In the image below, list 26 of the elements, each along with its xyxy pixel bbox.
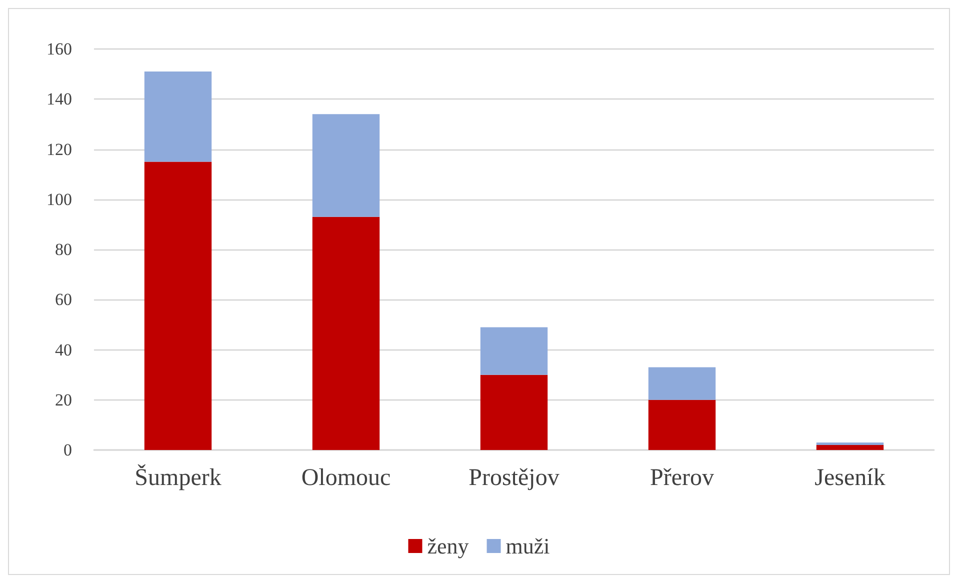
- legend-label: ženy: [427, 534, 469, 558]
- y-tick-label: 80: [55, 240, 72, 259]
- bar: [144, 162, 212, 450]
- x-tick-label: Jeseník: [814, 465, 886, 491]
- x-tick-label: Prostějov: [468, 465, 560, 491]
- bar: [312, 114, 380, 217]
- legend-label: muži: [506, 534, 550, 558]
- bar: [816, 444, 884, 450]
- x-tick-label: Přerov: [650, 465, 714, 491]
- x-tick-label: Olomouc: [301, 465, 391, 491]
- y-tick-label: 20: [55, 390, 72, 410]
- y-tick-label: 0: [64, 440, 72, 460]
- bar: [312, 216, 380, 450]
- x-tick-label: Šumperk: [134, 464, 222, 491]
- bar: [648, 367, 716, 400]
- bar: [480, 327, 548, 375]
- y-tick-label: 60: [55, 290, 72, 310]
- y-tick-label: 40: [55, 340, 72, 360]
- bar: [816, 442, 884, 445]
- bar: [480, 374, 548, 450]
- bar: [648, 400, 716, 450]
- y-tick-label: 120: [46, 140, 72, 159]
- y-tick-label: 140: [46, 90, 72, 109]
- y-tick-label: 160: [46, 40, 72, 58]
- bar: [144, 72, 212, 162]
- y-tick-label: 100: [46, 190, 72, 209]
